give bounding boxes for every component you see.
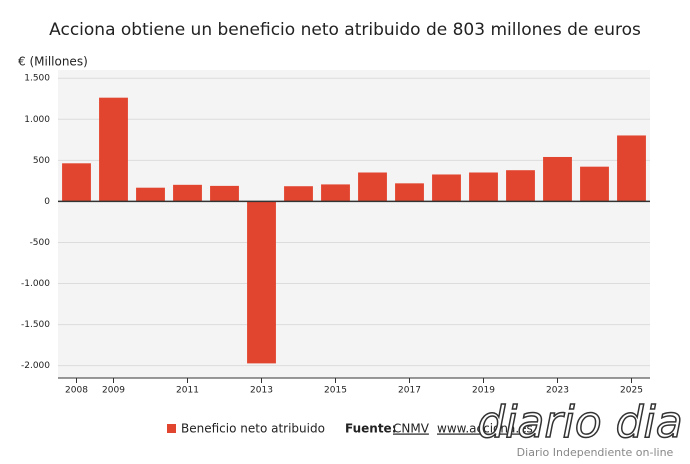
y-tick-label: -2.000 [21,361,50,371]
watermark-tagline: Diario Independiente on-line [517,446,674,459]
x-tick-label: 2011 [176,386,199,396]
x-tick-label: 2025 [620,386,643,396]
source-link[interactable]: CNMV [393,422,430,436]
bar [136,187,165,202]
plot-area [58,70,650,378]
bar [469,172,498,202]
x-tick-label: 2023 [546,386,569,396]
bar [173,184,202,202]
x-tick-label: 2008 [65,386,88,396]
watermark-brand: diario dia [477,397,682,448]
bar [247,201,276,364]
bar [432,174,461,202]
bar [543,156,572,202]
y-tick-label: 0 [44,197,50,207]
bar [321,184,350,202]
bar [358,172,387,202]
x-tick-label: 2019 [472,386,495,396]
y-tick-label: -1.000 [21,279,50,289]
bar [62,163,91,202]
bar [506,170,535,202]
legend-label: Beneficio neto atribuido [181,422,325,436]
y-tick-label: 1.000 [24,115,50,125]
bar [580,166,609,202]
source-label: Fuente: [345,422,397,436]
bar [395,183,424,202]
x-tick-label: 2015 [324,386,347,396]
y-tick-label: -500 [30,238,51,248]
y-tick-label: -1.500 [21,320,50,330]
y-tick-label: 1.500 [24,74,50,84]
y-axis-label: € (Millones) [18,55,88,69]
x-tick-label: 2013 [250,386,273,396]
bar [284,186,313,202]
x-tick-label: 2017 [398,386,421,396]
x-tick-label: 2009 [102,386,125,396]
chart-title: Acciona obtiene un beneficio neto atribu… [49,20,641,40]
bar [617,135,646,202]
marks: 1.500 1.000 500 0 -500 -1.000 -1.500 -2.000 2008… [21,74,650,396]
y-tick-label: 500 [33,156,50,166]
source-link[interactable]: www.acciona.es [437,422,533,436]
bar [99,97,128,202]
bar [210,185,239,202]
legend-swatch [167,424,176,433]
